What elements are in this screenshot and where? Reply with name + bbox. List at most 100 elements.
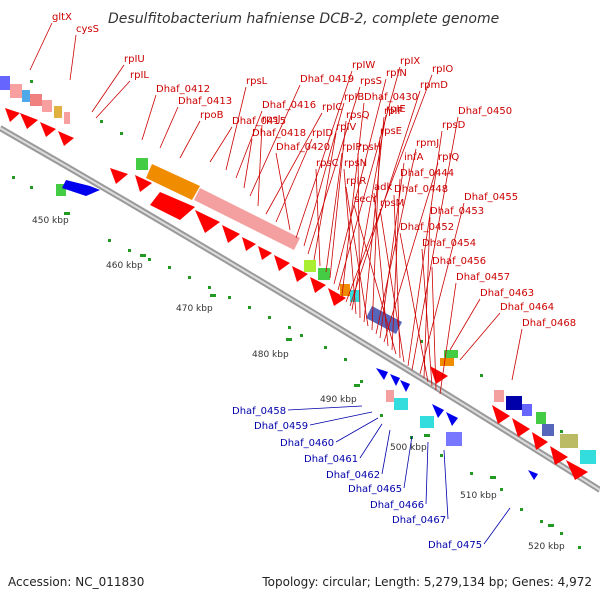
feature-block[interactable] (386, 390, 394, 402)
feature-block[interactable] (560, 434, 578, 448)
feature-block[interactable] (420, 416, 434, 428)
reverse-gene-label[interactable]: Dhaf_0475 (428, 540, 482, 551)
forward-gene-label[interactable]: Dhaf_0415 (232, 116, 286, 127)
forward-gene-label[interactable]: Dhaf_0454 (422, 238, 476, 249)
forward-gene[interactable] (20, 113, 38, 129)
feature-block[interactable] (394, 398, 408, 410)
feature-block[interactable] (580, 450, 596, 464)
feature-block[interactable] (542, 424, 554, 436)
forward-gene-label[interactable]: rpsD (442, 120, 466, 131)
reverse-gene[interactable] (446, 412, 458, 426)
forward-gene-label[interactable]: rpsL (246, 76, 268, 87)
forward-gene-label[interactable]: Dhaf_0444 (400, 168, 454, 179)
forward-gene-label[interactable]: rpIL (130, 70, 149, 81)
reverse-gene-label[interactable]: Dhaf_0466 (370, 500, 424, 511)
reverse-gene-label[interactable]: Dhaf_0460 (280, 438, 334, 449)
reverse-gene-label[interactable]: Dhaf_0467 (392, 515, 446, 526)
feature-block[interactable] (194, 188, 300, 250)
forward-gene[interactable] (58, 131, 74, 146)
reverse-gene[interactable] (390, 374, 400, 386)
forward-gene[interactable] (135, 175, 152, 192)
forward-gene-label[interactable]: rpIF (384, 106, 403, 117)
feature-block[interactable] (64, 112, 70, 124)
forward-gene-label[interactable]: rpsQ (346, 110, 370, 121)
forward-gene-label[interactable]: rpmJ (416, 138, 439, 149)
forward-gene-label[interactable]: rpsM (380, 198, 404, 209)
forward-gene-label[interactable]: rpIR (346, 176, 366, 187)
forward-gene-label[interactable]: Dhaf_0464 (500, 302, 554, 313)
feature-block[interactable] (56, 184, 66, 196)
forward-gene-label[interactable]: rpIX (400, 56, 420, 67)
forward-gene[interactable] (550, 446, 568, 465)
forward-gene-label[interactable]: rpIP (342, 142, 361, 153)
forward-gene-label[interactable]: rpsE (380, 126, 402, 137)
feature-block[interactable] (22, 90, 30, 102)
feature-block[interactable] (10, 84, 22, 98)
forward-gene-label[interactable]: rpIO (432, 64, 453, 75)
forward-gene-label[interactable]: adk (374, 182, 392, 193)
forward-gene-label[interactable]: rpIB (344, 92, 364, 103)
forward-gene-label[interactable]: Dhaf_0448 (394, 184, 448, 195)
forward-gene[interactable] (512, 418, 530, 437)
forward-gene-label[interactable]: Dhaf_0412 (156, 84, 210, 95)
forward-gene[interactable] (258, 246, 272, 260)
forward-gene[interactable] (195, 210, 220, 233)
feature-block[interactable] (42, 100, 52, 112)
forward-gene-label[interactable]: Dhaf_0420 (276, 142, 330, 153)
feature-block[interactable] (54, 106, 62, 118)
forward-gene[interactable] (532, 432, 548, 450)
forward-gene[interactable] (328, 288, 346, 306)
feature-block[interactable] (318, 268, 330, 280)
reverse-gene-label[interactable]: Dhaf_0459 (254, 421, 308, 432)
forward-gene[interactable] (430, 366, 448, 384)
forward-gene-label[interactable]: Dhaf_0455 (464, 192, 518, 203)
forward-gene[interactable] (310, 277, 326, 293)
forward-gene-label[interactable]: infA (404, 152, 424, 163)
reverse-gene-label[interactable]: Dhaf_0461 (304, 454, 358, 465)
forward-gene-label[interactable]: rpsH (358, 142, 381, 153)
forward-gene-label[interactable]: rpIU (124, 54, 145, 65)
feature-block[interactable] (446, 432, 462, 446)
forward-gene-label[interactable]: gltX (52, 12, 72, 23)
forward-gene[interactable] (292, 266, 308, 282)
forward-gene-label[interactable]: rpsC (316, 158, 339, 169)
forward-gene-label[interactable]: Dhaf_0457 (456, 272, 510, 283)
feature-block[interactable] (0, 76, 10, 90)
feature-block[interactable] (136, 158, 148, 170)
reverse-gene[interactable] (400, 380, 410, 392)
forward-gene-label[interactable]: Dhaf_0450 (458, 106, 512, 117)
forward-gene-label[interactable]: rpIE (386, 104, 406, 115)
forward-gene-label[interactable]: Dhaf_0418 (252, 128, 306, 139)
forward-gene-label[interactable]: Dhaf_0419 (300, 74, 354, 85)
forward-gene-label[interactable]: rpsN (344, 158, 367, 169)
forward-gene[interactable] (110, 168, 128, 184)
feature-block[interactable] (522, 404, 532, 416)
reverse-gene[interactable] (432, 404, 444, 418)
feature-block[interactable] (494, 390, 504, 402)
forward-gene-label[interactable]: cysS (76, 24, 99, 35)
forward-gene[interactable] (274, 255, 290, 271)
forward-gene-label[interactable]: rpsJ (262, 114, 281, 125)
forward-gene-label[interactable]: Dhaf_0452 (400, 222, 454, 233)
forward-gene-label[interactable]: Dhaf_0456 (432, 256, 486, 267)
forward-gene-label[interactable]: rpIW (352, 60, 375, 71)
feature-block[interactable] (146, 164, 200, 200)
forward-gene[interactable] (566, 460, 588, 480)
forward-gene-label[interactable]: rpoB (200, 110, 224, 121)
feature-block[interactable] (304, 260, 316, 272)
forward-gene-label[interactable]: Dhaf_0453 (430, 206, 484, 217)
feature-block[interactable] (350, 290, 360, 302)
forward-gene[interactable] (492, 405, 510, 424)
forward-gene-label[interactable]: rpmD (420, 80, 448, 91)
forward-gene-label[interactable]: rpIV (336, 122, 356, 133)
forward-gene-label[interactable]: rpIQ (438, 152, 459, 163)
reverse-gene[interactable] (62, 180, 100, 196)
feature-block[interactable] (30, 94, 42, 106)
feature-block[interactable] (506, 396, 522, 410)
forward-gene-label[interactable]: secY (354, 194, 378, 205)
forward-gene-label[interactable]: Dhaf_0468 (522, 318, 576, 329)
forward-gene-label[interactable]: rpIN (386, 68, 407, 79)
forward-gene-label[interactable]: Dhaf_0430 (364, 92, 418, 103)
forward-gene[interactable] (5, 108, 20, 122)
reverse-gene-label[interactable]: Dhaf_0462 (326, 470, 380, 481)
